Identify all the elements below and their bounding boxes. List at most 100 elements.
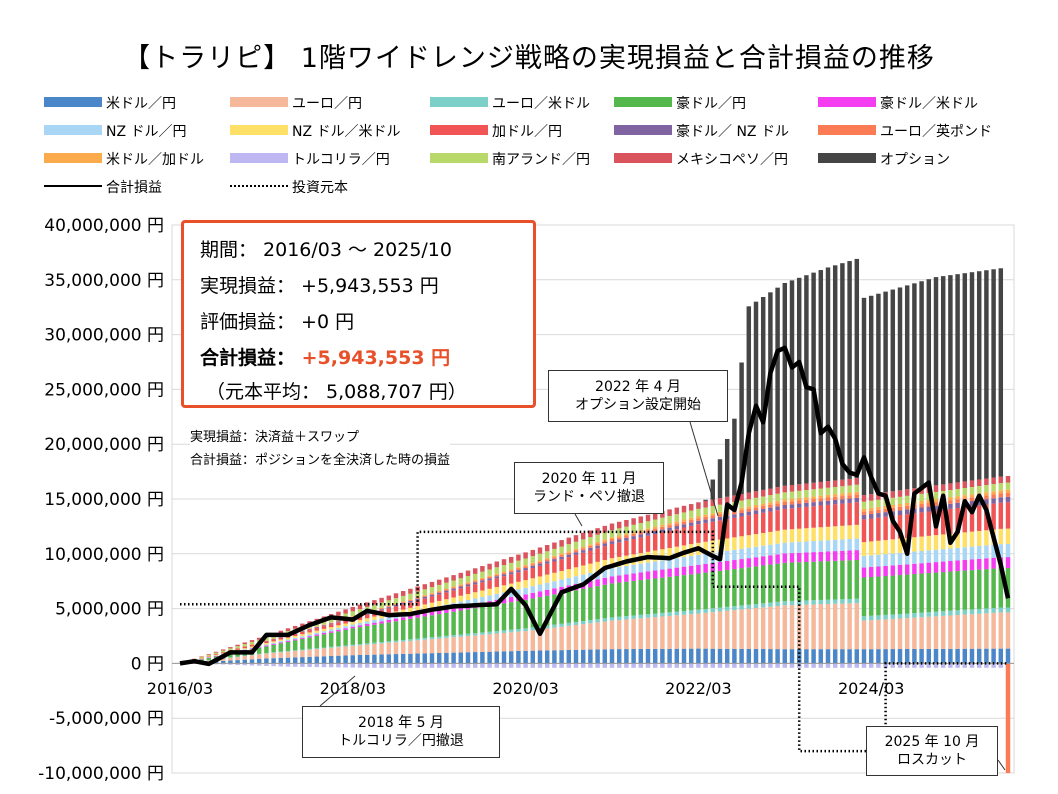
bar-segment [696, 648, 701, 664]
bar-segment [566, 663, 572, 668]
bar-segment [724, 538, 730, 551]
bar-segment [307, 663, 312, 667]
bar-segment [926, 616, 932, 649]
bar-segment [357, 663, 363, 668]
bar-segment [768, 488, 773, 496]
bar-segment [818, 527, 824, 541]
bar-segment [573, 535, 579, 542]
bar-group-20 [321, 616, 327, 668]
bar-segment [1005, 502, 1011, 529]
bar-segment [609, 539, 615, 542]
bar-segment [984, 270, 989, 479]
bar-segment [278, 643, 284, 652]
bar-segment [336, 647, 341, 656]
bar-segment [429, 581, 435, 588]
bar-segment [998, 648, 1004, 664]
bar-segment [544, 544, 550, 552]
bar-segment [775, 487, 780, 494]
bar-segment [264, 643, 269, 645]
bar-segment [969, 609, 975, 615]
bar-segment [235, 663, 240, 665]
bar-segment [984, 499, 989, 505]
bar-segment [530, 562, 536, 565]
bar-segment [494, 561, 500, 568]
bar-segment [321, 624, 327, 626]
bar-segment [480, 577, 485, 580]
y-tick-label-2: 30,000,000 円 [44, 326, 164, 346]
bar-segment [256, 637, 262, 640]
bar-segment [919, 663, 924, 668]
bar-segment [710, 479, 716, 500]
callout-loss-cut-text: ロスカット [897, 752, 967, 768]
bar-segment [919, 501, 924, 504]
bar-segment [868, 494, 874, 501]
bar-segment [760, 296, 766, 490]
bar-segment [897, 496, 903, 504]
bar-segment [516, 570, 521, 573]
bar-segment [926, 612, 932, 617]
bar-group-51 [544, 544, 550, 668]
bar-segment [213, 654, 219, 656]
bar-segment [991, 663, 996, 668]
bar-segment [429, 587, 435, 593]
bar-segment [336, 646, 341, 648]
bar-segment [472, 573, 478, 581]
bar-segment [285, 628, 291, 632]
bar-segment [926, 648, 932, 664]
bar-segment [408, 618, 413, 640]
bar-segment [818, 488, 824, 496]
bar-segment [336, 655, 341, 664]
bar-segment [760, 545, 766, 557]
bar-segment [976, 608, 982, 614]
bar-segment [638, 523, 644, 531]
bar-segment [840, 539, 845, 551]
bar-segment [832, 551, 838, 561]
bar-segment [444, 637, 449, 653]
bar-segment [840, 263, 845, 480]
bar-segment [271, 644, 276, 645]
bar-segment [379, 597, 384, 603]
bar-segment [350, 655, 356, 664]
bar-segment [285, 639, 291, 641]
bar-segment [451, 652, 456, 664]
bar-segment [746, 558, 752, 568]
bar-group-111 [976, 271, 982, 668]
bar-segment [480, 580, 485, 583]
bar-segment [674, 648, 680, 664]
bar-segment [789, 498, 795, 502]
bar-segment [732, 514, 737, 518]
bar-segment [645, 663, 651, 668]
bar-segment [379, 621, 384, 624]
bar-segment [926, 535, 932, 551]
y-tick-label-5: 15,000,000 円 [44, 490, 164, 510]
bar-segment [753, 491, 759, 498]
bar-segment [249, 640, 255, 642]
bar-segment [998, 476, 1004, 484]
bar-segment [681, 524, 687, 528]
bar-group-66 [652, 512, 658, 668]
bar-segment [667, 612, 672, 616]
bar-segment [321, 648, 327, 657]
bar-segment [638, 534, 644, 538]
bar-segment [552, 548, 557, 556]
bar-segment [674, 546, 680, 559]
bar-segment [300, 634, 305, 637]
bar-segment [314, 663, 320, 668]
bar-segment [919, 536, 924, 551]
bar-segment [660, 517, 665, 525]
bar-segment [969, 272, 975, 481]
bar-segment [746, 604, 752, 609]
bar-segment [998, 490, 1004, 494]
bar-segment [602, 532, 608, 540]
bar-segment [703, 663, 708, 668]
bar-segment [1005, 482, 1011, 490]
callout-option-start-text: オプション設定開始 [575, 397, 701, 413]
bar-segment [897, 515, 903, 539]
bar-segment [890, 507, 896, 512]
bar-segment [667, 525, 672, 528]
bar-segment [300, 636, 305, 638]
bar-segment [516, 572, 521, 582]
annotation-pointers [319, 421, 1006, 771]
bar-segment [624, 535, 629, 538]
bar-segment [336, 620, 341, 622]
